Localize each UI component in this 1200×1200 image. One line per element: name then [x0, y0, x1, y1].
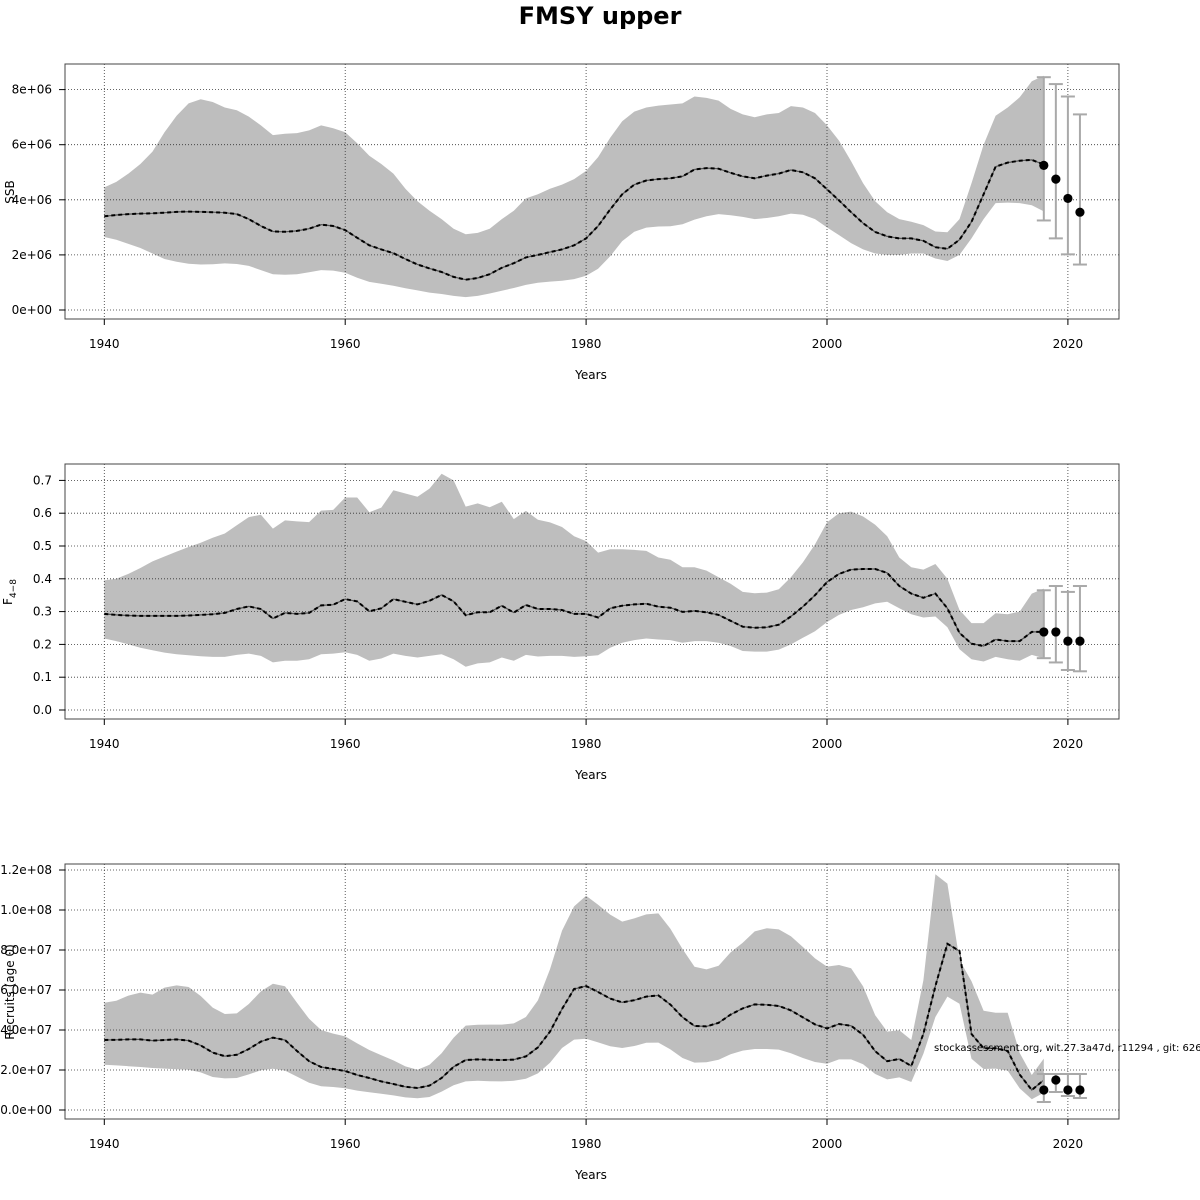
version-annotation: stockassessment.org, wit.27.3a47d, r1129…	[934, 1043, 1200, 1054]
ssb-y-tick-label: 6e+06	[12, 138, 52, 152]
ssb-band-area	[104, 75, 1044, 298]
ssb-axes: 1940 1960 1980 2000 2020 0e+00 2e+06 4e+06 6e+06…	[12, 83, 1084, 351]
recruits-band-area	[104, 874, 1044, 1100]
recruits-panel: 1940 1960 1980 2000 2020 0.0e+00 2.0e+07 4.0e+0…	[0, 863, 1200, 1182]
recruits-y-tick-label: 6.0e+07	[0, 983, 52, 997]
recruits-x-axis-label: Years	[574, 1168, 607, 1182]
recruits-plot-frame	[64, 863, 1120, 1120]
ssb-confidence-band	[104, 75, 1044, 298]
ssb-x-tick-label: 1940	[89, 337, 120, 351]
ssb-plot-frame	[64, 63, 1120, 320]
f-forecast-point	[1039, 627, 1049, 637]
recruits-confidence-band	[104, 874, 1044, 1100]
ssb-estimate-dashed	[104, 158, 1045, 281]
ssb-y-tick-label: 8e+06	[12, 83, 52, 97]
recruits-y-tick-label: 4.0e+07	[0, 1023, 52, 1037]
f-forecast	[1036, 585, 1087, 673]
f-y-axis-label-subscript: 4−8	[9, 579, 19, 598]
f-y-tick-label: 0.1	[33, 670, 52, 684]
f-x-tick-label: 1960	[330, 737, 361, 751]
recruits-x-tick-label: 1940	[89, 1137, 120, 1151]
f-y-tick-label: 0.4	[33, 572, 52, 586]
ssb-panel: 1940 1960 1980 2000 2020 0e+00 2e+06 4e+06 6e+06…	[3, 63, 1120, 382]
f-y-tick-label: 0.6	[33, 506, 52, 520]
ssb-x-tick-label: 2000	[812, 337, 843, 351]
recruits-y-tick-label: 8.0e+07	[0, 943, 52, 957]
f-y-axis-label-main: F	[1, 598, 15, 605]
recruits-y-tick-label: 1.0e+08	[0, 903, 52, 917]
f-confidence-band	[104, 473, 1044, 667]
recruits-y-tick-label: 0.0e+00	[0, 1103, 52, 1117]
recruits-y-axis-label: Recruits (age 0)	[3, 944, 17, 1040]
recruits-x-tick-label: 1980	[571, 1137, 602, 1151]
f-forecast-point	[1075, 636, 1085, 646]
recruits-x-tick-label: 2020	[1053, 1137, 1084, 1151]
recruits-forecast-point	[1075, 1085, 1085, 1095]
recruits-y-tick-label: 2.0e+07	[0, 1063, 52, 1077]
f-x-tick-label: 1980	[571, 737, 602, 751]
f-panel: 1940 1960 1980 2000 2020 0.0 0.1 0.2 0.3 0.4 0.5 0.…	[1, 463, 1120, 782]
f-estimate-dashed	[104, 568, 1044, 648]
ssb-frame-box	[64, 63, 1120, 320]
f-x-tick-label: 2020	[1053, 737, 1084, 751]
ssb-x-tick-label: 1980	[571, 337, 602, 351]
f-y-axis-label: F4−8	[1, 579, 19, 605]
f-y-tick-label: 0.3	[33, 605, 52, 619]
f-y-tick-label: 0.5	[33, 539, 52, 553]
f-plot-frame	[64, 463, 1120, 720]
f-frame-box	[64, 463, 1120, 720]
ssb-x-tick-label: 1960	[330, 337, 361, 351]
recruits-x-tick-label: 2000	[812, 1137, 843, 1151]
ssb-y-tick-label: 2e+06	[12, 248, 52, 262]
f-axes: 1940 1960 1980 2000 2020 0.0 0.1 0.2 0.3 0.4 0.5 0.…	[33, 473, 1083, 751]
f-grid	[65, 464, 1119, 719]
ssb-forecast-point	[1075, 207, 1085, 217]
ssb-y-tick-label: 4e+06	[12, 193, 52, 207]
f-y-tick-label: 0.2	[33, 637, 52, 651]
recruits-estimate-dashed	[104, 942, 1045, 1092]
f-x-axis-label: Years	[574, 768, 607, 782]
ssb-x-tick-label: 2020	[1053, 337, 1084, 351]
ssb-forecast-point	[1039, 160, 1049, 170]
ssb-y-tick-label: 0e+00	[12, 303, 52, 317]
recruits-x-tick-label: 1960	[330, 1137, 361, 1151]
recruits-y-tick-label: 1.2e+08	[0, 863, 52, 877]
chart-title: FMSY upper	[519, 2, 682, 30]
f-estimate-line	[104, 568, 1044, 648]
ssb-forecast-point	[1051, 174, 1061, 184]
recruits-axes: 1940 1960 1980 2000 2020 0.0e+00 2.0e+07 4.0e+0…	[0, 863, 1083, 1151]
f-x-tick-label: 2000	[812, 737, 843, 751]
recruits-estimate-line	[104, 942, 1045, 1092]
f-forecast-point	[1051, 627, 1061, 637]
ssb-y-axis-label: SSB	[3, 180, 17, 203]
ssb-estimate-line	[104, 158, 1045, 281]
f-forecast-point	[1063, 636, 1073, 646]
recruits-frame-box	[64, 863, 1120, 1120]
recruits-forecast-point	[1063, 1085, 1073, 1095]
f-x-tick-label: 1940	[89, 737, 120, 751]
ssb-x-axis-label: Years	[574, 368, 607, 382]
f-y-tick-label: 0.0	[33, 703, 52, 717]
recruits-forecast	[1036, 1073, 1087, 1103]
ssb-forecast-point	[1063, 193, 1073, 204]
recruits-forecast-point	[1051, 1075, 1061, 1085]
f-band-area	[104, 473, 1044, 667]
recruits-grid	[65, 864, 1119, 1119]
ssb-forecast	[1036, 76, 1087, 266]
f-y-tick-label: 0.7	[33, 473, 52, 487]
recruits-forecast-point	[1039, 1085, 1049, 1095]
